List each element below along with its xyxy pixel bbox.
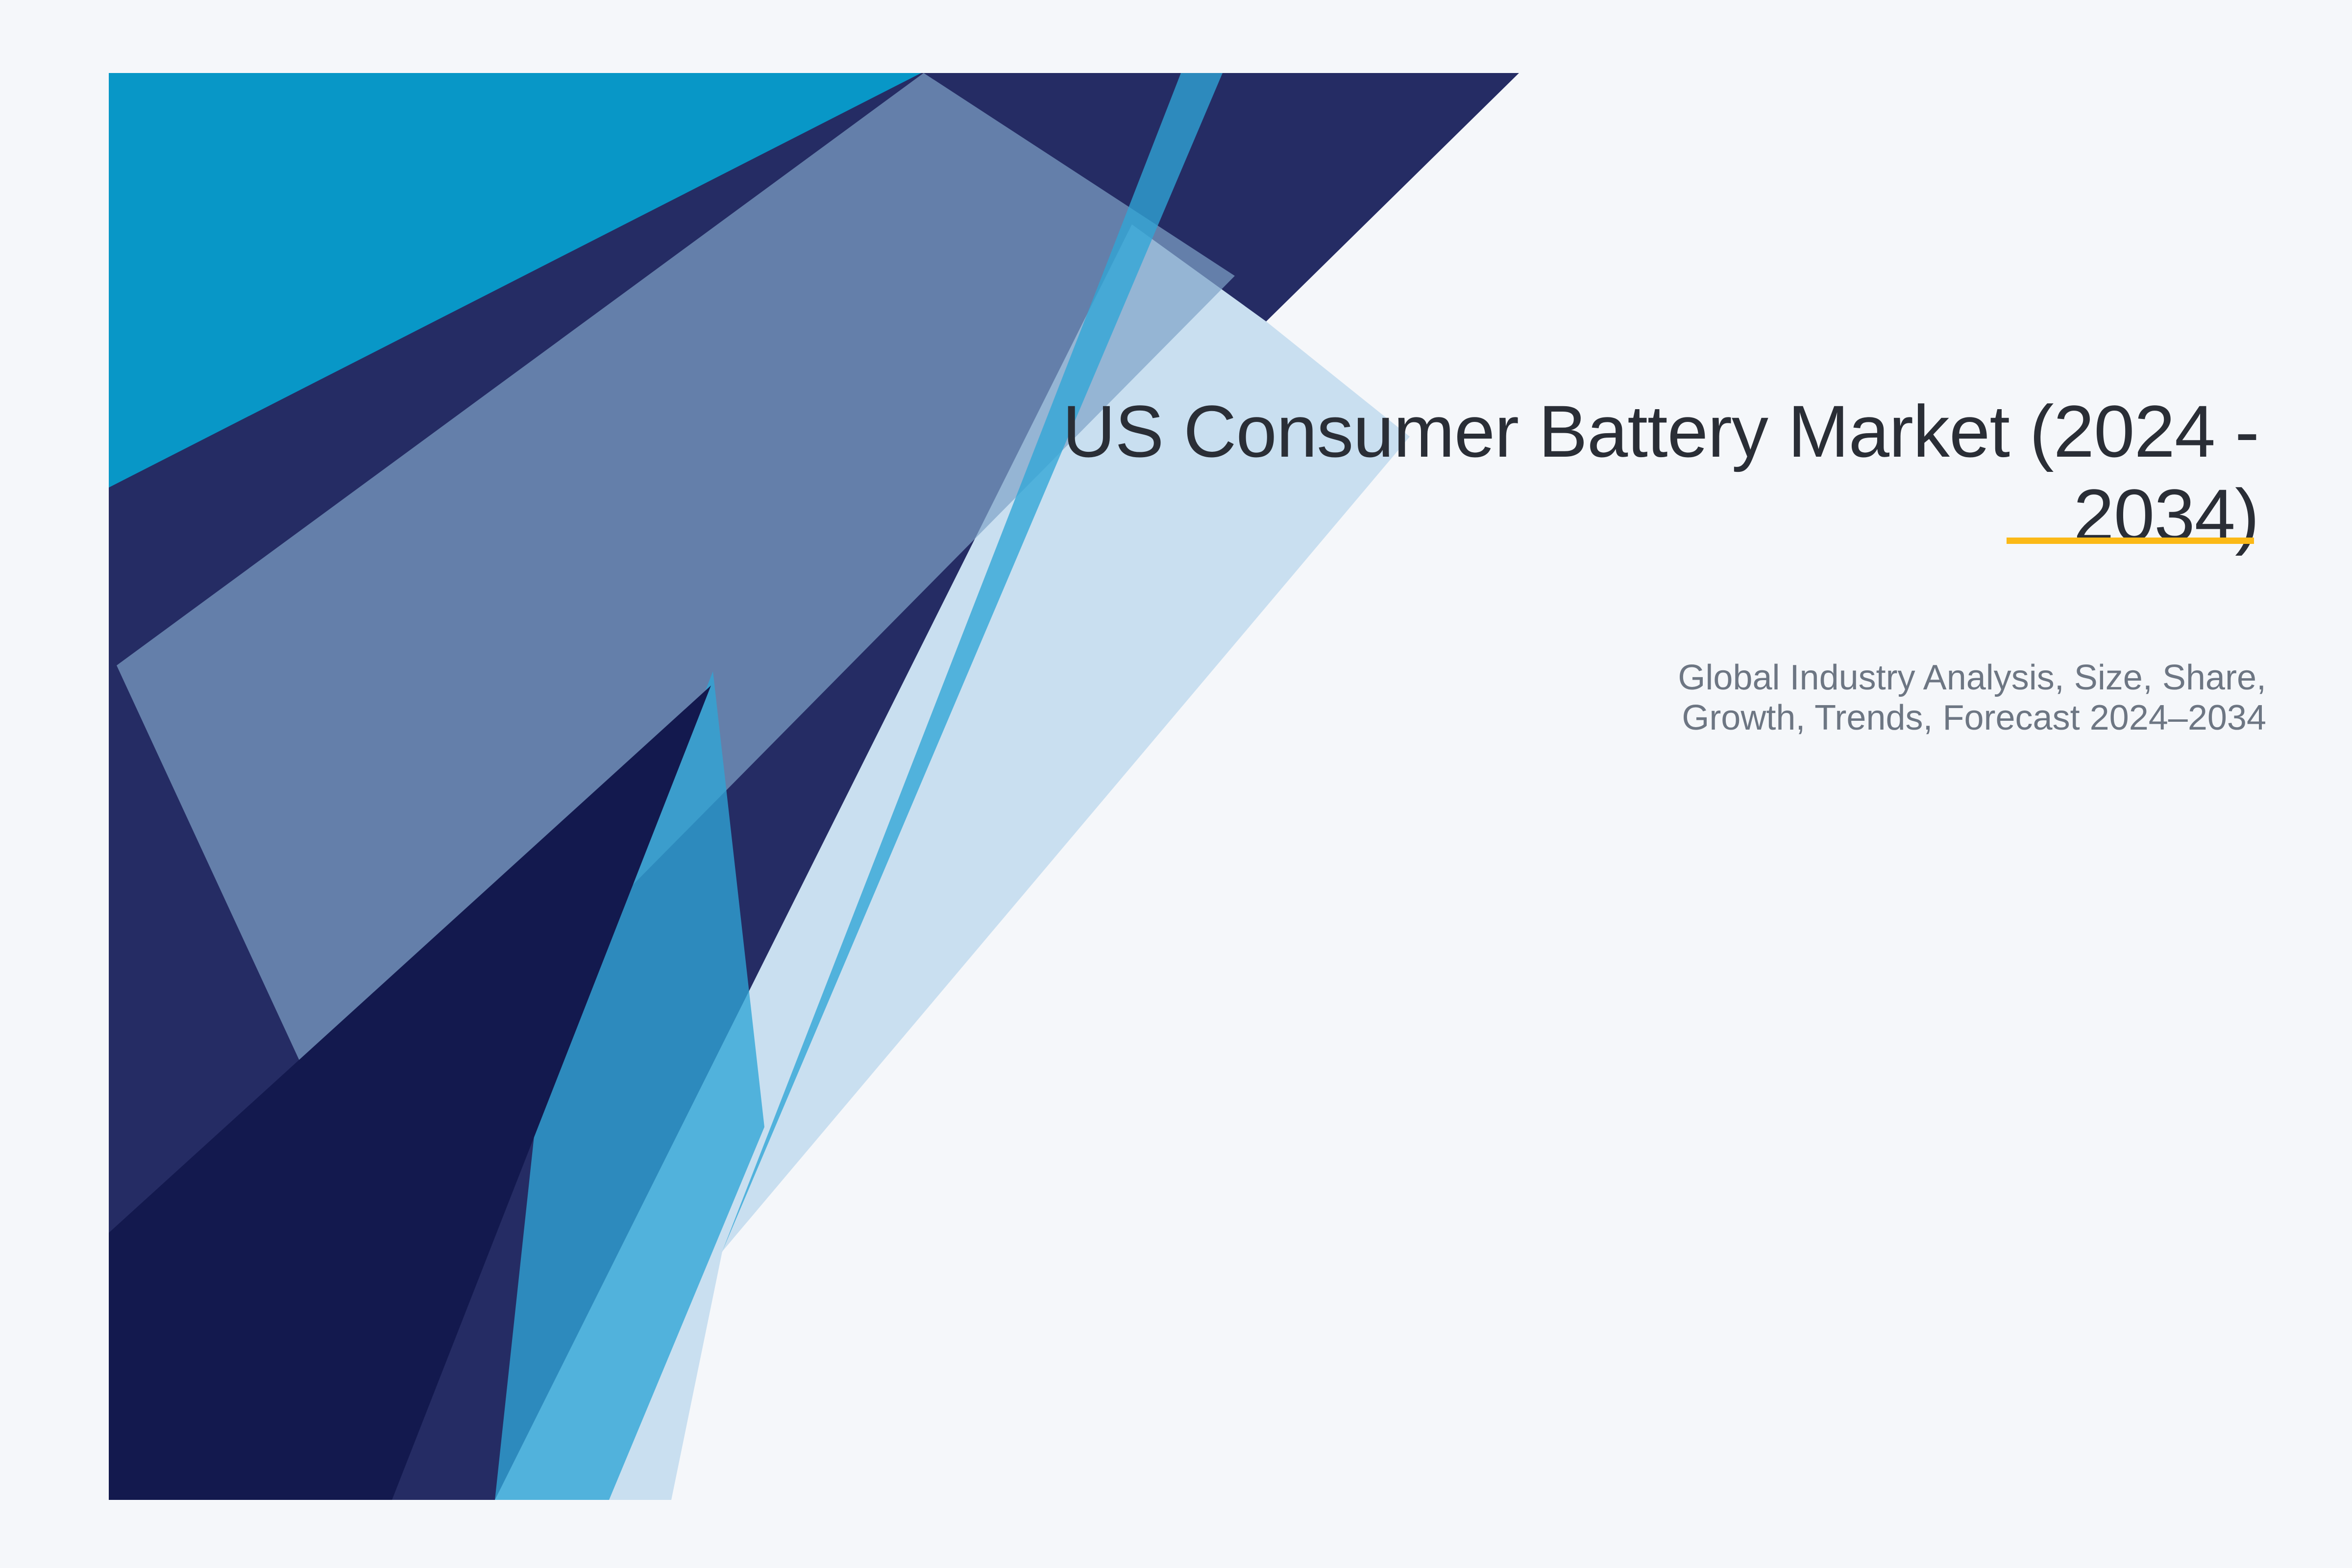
sky-band-upper bbox=[722, 73, 1223, 1251]
page-title-line1: US Consumer Battery Market (2024 - bbox=[1062, 390, 2259, 472]
title-gold-underline bbox=[2007, 538, 2254, 544]
cyan-triangle bbox=[109, 73, 921, 488]
page-subtitle: Global Industry Analysis, Size, Share, G… bbox=[1482, 658, 2266, 738]
page-title-line2: 2034) bbox=[2073, 474, 2259, 556]
sky-band-lower bbox=[495, 671, 764, 1500]
page-title: US Consumer Battery Market (2024 - 2034) bbox=[808, 390, 2259, 557]
page-subtitle-line2: Growth, Trends, Forecast 2024–2034 bbox=[1682, 698, 2266, 737]
steel-blue-overlay bbox=[117, 73, 1235, 1171]
dark-navy-spike bbox=[109, 686, 711, 1500]
page-subtitle-line1: Global Industry Analysis, Size, Share, bbox=[1678, 658, 2266, 697]
